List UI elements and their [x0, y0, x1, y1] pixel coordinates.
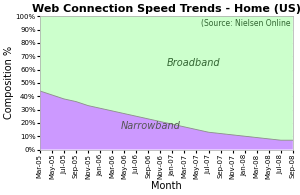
Title: Web Connection Speed Trends - Home (US): Web Connection Speed Trends - Home (US) — [32, 4, 300, 14]
Text: Broadband: Broadband — [167, 58, 220, 68]
X-axis label: Month: Month — [151, 181, 182, 191]
Text: Narrowband: Narrowband — [121, 121, 181, 131]
Text: (Source: Nielsen Online: (Source: Nielsen Online — [201, 19, 290, 28]
Y-axis label: Composition %: Composition % — [4, 46, 14, 120]
